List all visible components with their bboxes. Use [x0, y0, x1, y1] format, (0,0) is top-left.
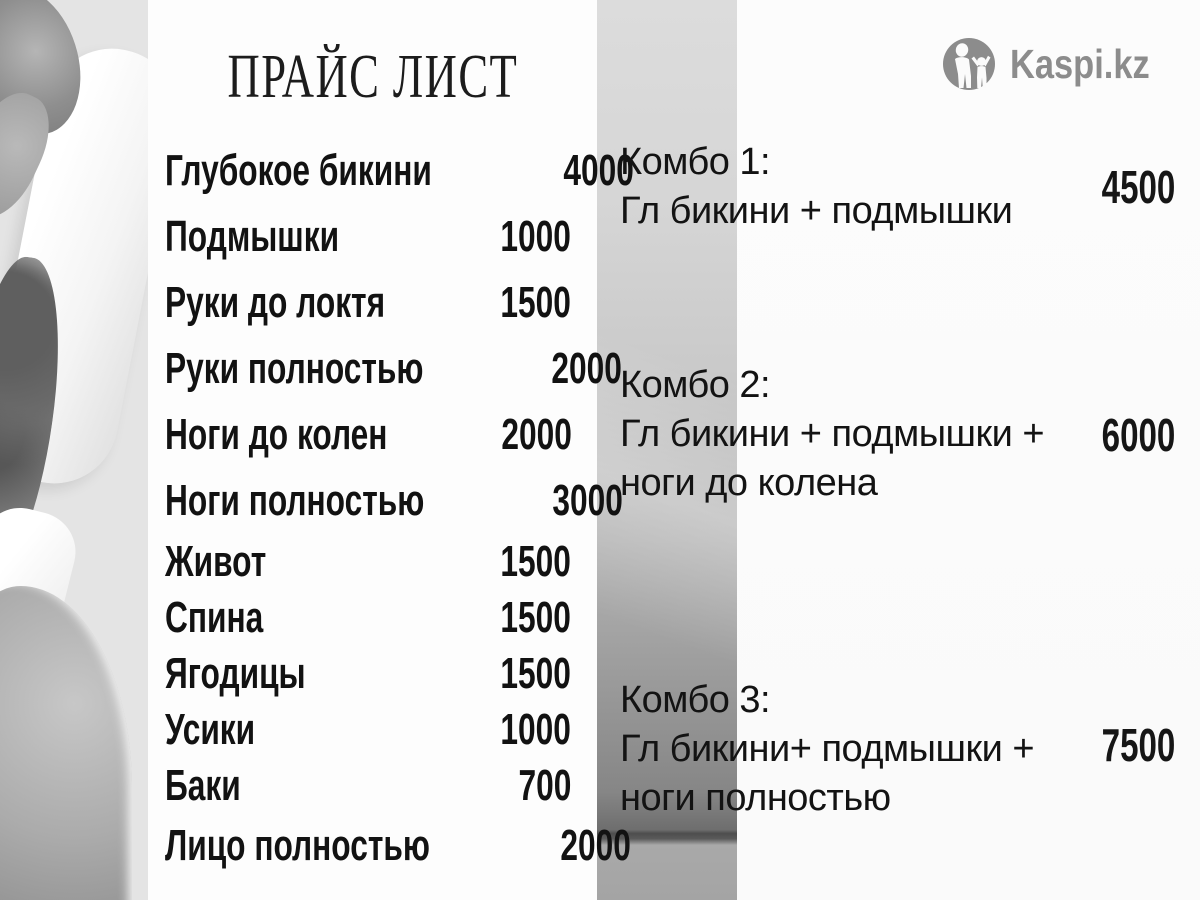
service-row: Ноги полностью 3000 — [148, 468, 623, 534]
kaspi-people-icon — [943, 38, 995, 90]
service-row: Глубокое бикини 4000 — [148, 138, 633, 204]
combo-1-title: Комбо 1: — [620, 141, 771, 183]
service-price: 1500 — [500, 593, 571, 642]
service-price: 1500 — [500, 649, 571, 698]
service-name: Руки до локтя — [165, 278, 386, 327]
service-name: Живот — [165, 537, 267, 586]
right-background — [737, 0, 1200, 900]
service-row: Руки до локтя 1500 — [148, 270, 597, 336]
service-price: 1500 — [500, 537, 571, 586]
photo-hip — [0, 586, 132, 900]
service-name: Лицо полностью — [165, 821, 430, 870]
service-row: Лицо полностью 2000 — [148, 814, 631, 878]
combo-3-price: 7500 — [1101, 719, 1175, 771]
kaspi-logo-text: Kaspi.kz — [1010, 40, 1150, 87]
combo-1-description: Гл бикини + подмышки — [620, 190, 1013, 232]
combo-3-block: Комбо 3: Гл бикини+ подмышки + ноги полн… — [620, 676, 1065, 823]
combo-3-description: Гл бикини+ подмышки + ноги полностью — [620, 728, 1035, 819]
service-row: Живот 1500 — [148, 534, 597, 590]
model-photo — [0, 0, 148, 900]
service-name: Глубокое бикини — [165, 146, 432, 195]
service-name: Ягодицы — [165, 649, 306, 698]
combo-2-description: Гл бикини + подмышки + ноги до колена — [620, 413, 1045, 504]
combo-1-block: Комбо 1: Гл бикини + подмышки — [620, 138, 1065, 236]
service-row: Спина 1500 — [148, 590, 597, 646]
price-panel: ПРАЙС ЛИСТ Глубокое бикини 4000 Подмышки… — [148, 0, 633, 900]
service-list: Глубокое бикини 4000 Подмышки 1000 Руки … — [148, 138, 633, 878]
page-title: ПРАЙС ЛИСТ — [148, 42, 597, 113]
combo-2-title: Комбо 2: — [620, 364, 771, 406]
combo-1-price: 4500 — [1101, 161, 1175, 213]
service-price: 2000 — [551, 344, 622, 393]
combo-2-block: Комбо 2: Гл бикини + подмышки + ноги до … — [620, 361, 1065, 508]
service-row: Усики 1000 — [148, 702, 597, 758]
service-name: Подмышки — [165, 212, 340, 261]
service-price: 2000 — [501, 410, 572, 459]
service-name: Руки полностью — [165, 344, 424, 393]
service-price: 4000 — [563, 146, 634, 195]
service-price: 1000 — [500, 212, 571, 261]
combo-3-title: Комбо 3: — [620, 679, 771, 721]
page-title-text: ПРАЙС ЛИСТ — [227, 43, 518, 111]
service-name: Ноги полностью — [165, 476, 425, 525]
wall-shadow-band — [597, 0, 737, 900]
service-price: 700 — [518, 761, 571, 810]
service-name: Ноги до колен — [165, 410, 388, 459]
service-price: 3000 — [552, 476, 623, 525]
service-price: 1500 — [500, 278, 571, 327]
combo-2-price: 6000 — [1101, 409, 1175, 461]
kaspi-logo: Kaspi.kz — [941, 36, 1176, 92]
service-row: Подмышки 1000 — [148, 204, 597, 270]
service-name: Усики — [165, 705, 256, 754]
service-row: Баки 700 — [148, 758, 597, 814]
wall-light-sheen — [597, 0, 737, 900]
service-name: Баки — [165, 761, 241, 810]
service-price: 2000 — [560, 821, 631, 870]
service-price: 1000 — [500, 705, 571, 754]
service-row: Ягодицы 1500 — [148, 646, 597, 702]
service-row: Руки полностью 2000 — [148, 336, 622, 402]
service-name: Спина — [165, 593, 264, 642]
service-row: Ноги до колен 2000 — [148, 402, 597, 468]
